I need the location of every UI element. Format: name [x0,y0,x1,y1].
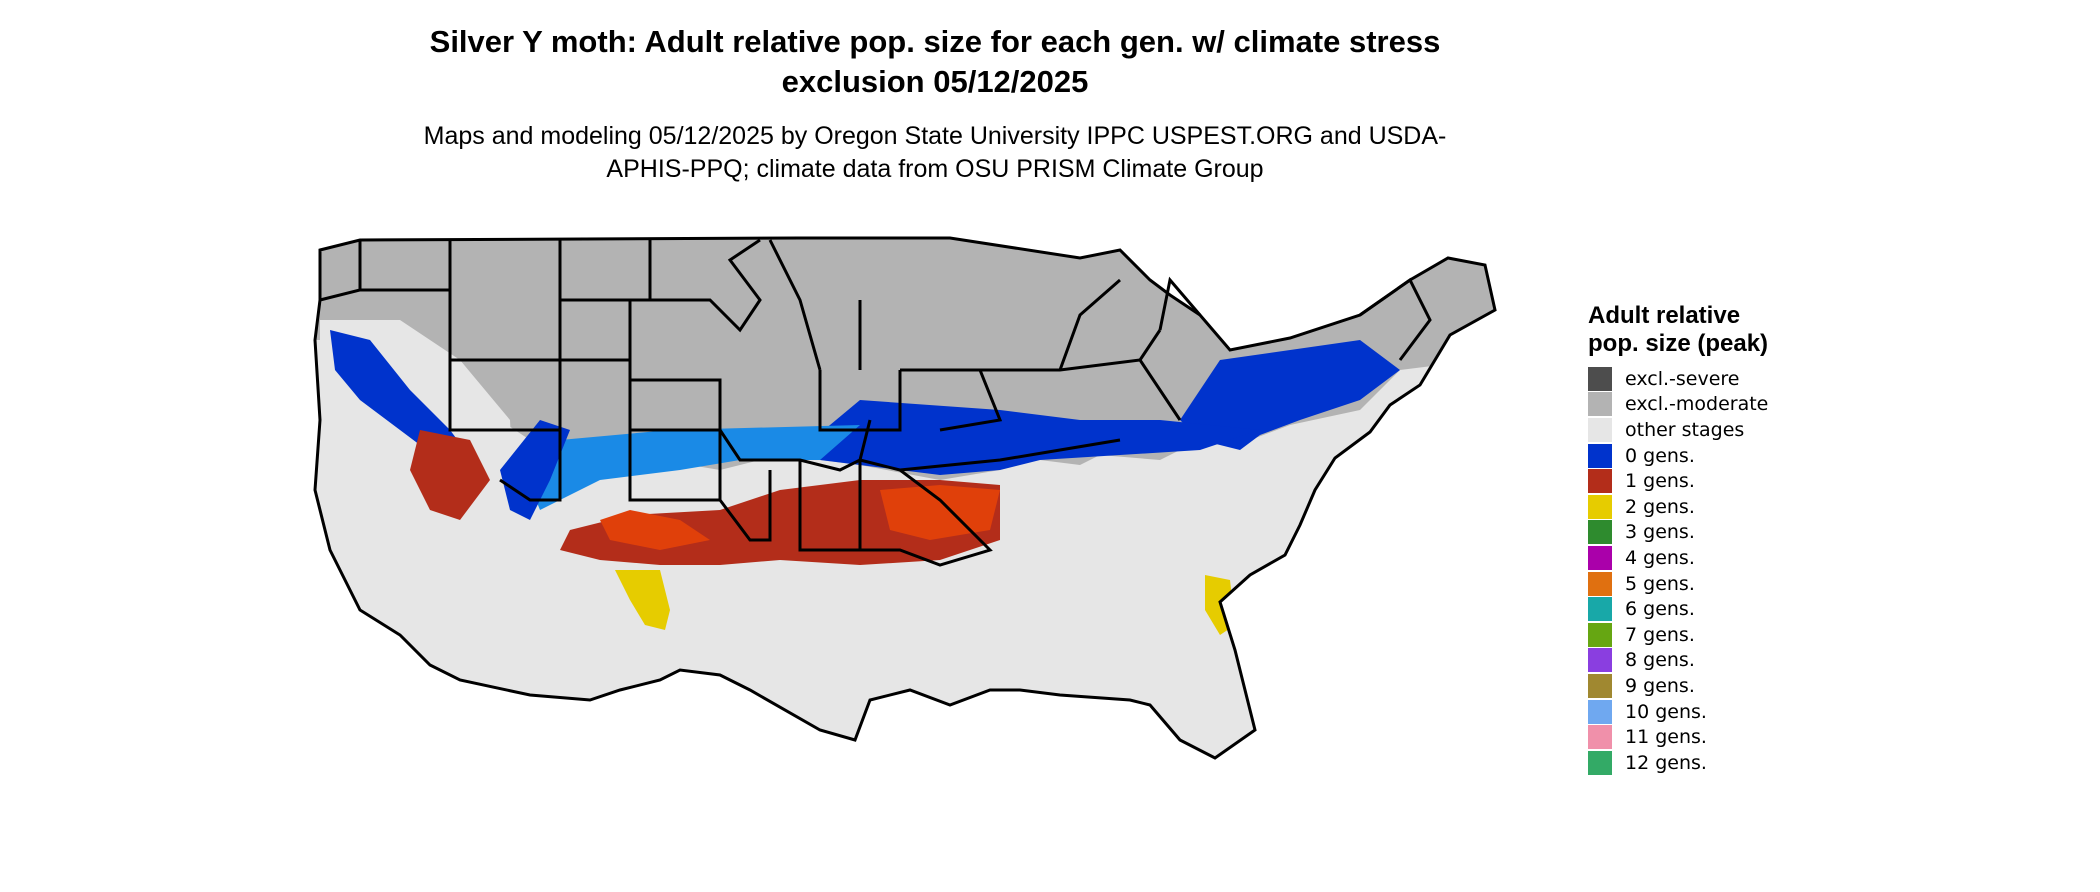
legend-swatch-8-gens [1588,648,1612,673]
illinois-indiana-border [818,370,902,432]
legend-title: Adult relative pop. size (peak) [1588,302,1769,357]
legend-item-8-gens: 8 gens. [1588,648,1848,674]
pennsylvania-border [980,329,1162,372]
minnesota-border [648,238,762,333]
legend-swatch-3-gens [1588,520,1612,545]
map-fill-layer [315,238,1495,758]
us-map-svg [313,236,1497,760]
legend-label-0-gens: 0 gens. [1625,444,1695,467]
legend-item-5-gens: 5 gens. [1588,571,1848,597]
iowa-missouri-border [768,239,822,371]
legend-label-1-gens: 1 gens. [1625,470,1695,493]
tennessee-carolina-border [899,438,1121,472]
legend: Adult relative pop. size (peak) excl.-se… [1588,302,1848,776]
nevada-utah-border [448,360,562,432]
south-texas-2-gens [615,570,670,630]
legend-label-excl-moderate: excl.-moderate [1625,393,1769,416]
legend-label-2-gens: 2 gens. [1625,495,1695,518]
legend-item-excl-moderate: excl.-moderate [1588,392,1848,418]
map-subtitle: Maps and modeling 05/12/2025 by Oregon S… [423,122,1447,183]
legend-label-9-gens: 9 gens. [1625,674,1695,697]
oklahoma-arkansas-border [718,419,872,472]
ohio-kentucky-border [900,368,1003,432]
legend-label-5-gens: 5 gens. [1625,572,1695,595]
legend-label-excl-severe: excl.-severe [1625,367,1740,390]
legend-item-excl-severe: excl.-severe [1588,366,1848,392]
legend-swatch-other-stages [1588,417,1612,442]
legend-swatch-12-gens [1588,750,1612,775]
legend-swatch-7-gens [1588,622,1612,647]
maine-border [1359,277,1432,361]
map-title: Silver Y moth: Adult relative pop. size … [429,24,1441,99]
mississippi-alabama-border [798,460,862,552]
legend-label-7-gens: 7 gens. [1625,623,1695,646]
state-borders [313,236,1497,760]
southern-plains-0-gens [520,425,860,510]
legend-item-12-gens: 12 gens. [1588,750,1848,776]
legend-item-1-gens: 1 gens. [1588,468,1848,494]
legend-item-11-gens: 11 gens. [1588,724,1848,750]
legend-label-other-stages: other stages [1625,418,1745,441]
title-block: Silver Y moth: Adult relative pop. size … [0,22,1870,186]
legend-item-0-gens: 0 gens. [1588,443,1848,469]
arizona-new-mexico-border [499,430,562,502]
legend-items: excl.-severe excl.-moderate other stages… [1588,366,1848,776]
legend-item-10-gens: 10 gens. [1588,699,1848,725]
legend-label-11-gens: 11 gens. [1625,726,1707,749]
legend-swatch-excl-severe [1588,366,1612,391]
louisiana-border [718,470,772,542]
legend-item-9-gens: 9 gens. [1588,673,1848,699]
legend-swatch-11-gens [1588,725,1612,750]
legend-item-3-gens: 3 gens. [1588,520,1848,546]
legend-label-12-gens: 12 gens. [1625,751,1707,774]
texas-oklahoma-border [628,430,722,502]
ohio-valley-0-gens [800,400,1260,475]
legend-item-6-gens: 6 gens. [1588,596,1848,622]
arizona-new-mexico-0-gens [500,420,570,520]
legend-swatch-excl-moderate [1588,392,1612,417]
legend-swatch-10-gens [1588,699,1612,724]
legend-label-10-gens: 10 gens. [1625,700,1707,723]
legend-label-6-gens: 6 gens. [1625,598,1695,621]
legend-swatch-4-gens [1588,545,1612,570]
legend-item-4-gens: 4 gens. [1588,545,1848,571]
new-england-border [1158,276,1202,331]
legend-item-2-gens: 2 gens. [1588,494,1848,520]
mid-atlantic-0-gens [1180,340,1400,450]
legend-swatch-2-gens [1588,494,1612,519]
legend-item-7-gens: 7 gens. [1588,622,1848,648]
legend-label-3-gens: 3 gens. [1625,521,1695,544]
legend-swatch-5-gens [1588,571,1612,596]
texas-1-gens-highlight [600,510,710,550]
legend-swatch-1-gens [1588,469,1612,494]
kansas-nebraska-border [560,358,722,432]
southwest-1-gens [410,430,490,520]
legend-swatch-6-gens [1588,597,1612,622]
us-map [300,220,1560,892]
new-york-border [1058,278,1121,371]
legend-label-8-gens: 8 gens. [1625,649,1695,672]
legend-swatch-9-gens [1588,673,1612,698]
legend-item-other-stages: other stages [1588,417,1848,443]
legend-swatch-0-gens [1588,443,1612,468]
legend-label-4-gens: 4 gens. [1625,546,1695,569]
georgia-carolina-1-gens [880,485,1000,540]
maryland-virginia-border [1138,359,1182,421]
